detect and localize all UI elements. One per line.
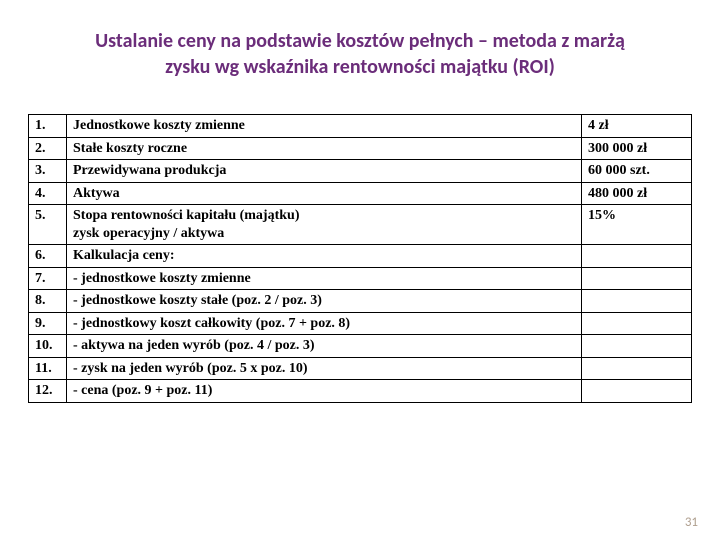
row-description: Przewidywana produkcja — [67, 160, 582, 183]
table-row: 12.- cena (poz. 9 + poz. 11) — [29, 380, 692, 403]
row-description: - zysk na jeden wyrób (poz. 5 x poz. 10) — [67, 357, 582, 380]
row-value — [582, 245, 692, 268]
row-number: 2. — [29, 137, 67, 160]
row-number: 11. — [29, 357, 67, 380]
table-row: 2.Stałe koszty roczne300 000 zł — [29, 137, 692, 160]
table-row: 8.- jednostkowe koszty stałe (poz. 2 / p… — [29, 290, 692, 313]
table-row: 1.Jednostkowe koszty zmienne 4 zł — [29, 115, 692, 138]
row-value: 480 000 zł — [582, 182, 692, 205]
row-value — [582, 357, 692, 380]
table-row: 6.Kalkulacja ceny: — [29, 245, 692, 268]
table-row: 4.Aktywa480 000 zł — [29, 182, 692, 205]
table-row: 11.- zysk na jeden wyrób (poz. 5 x poz. … — [29, 357, 692, 380]
row-number: 6. — [29, 245, 67, 268]
row-description: - jednostkowy koszt całkowity (poz. 7 + … — [67, 312, 582, 335]
table-row: 3.Przewidywana produkcja60 000 szt. — [29, 160, 692, 183]
table-row: 7.- jednostkowe koszty zmienne — [29, 267, 692, 290]
row-description: Aktywa — [67, 182, 582, 205]
row-number: 8. — [29, 290, 67, 313]
table-row: 5.Stopa rentowności kapitału (majątku)zy… — [29, 205, 692, 245]
row-description: Stałe koszty roczne — [67, 137, 582, 160]
row-value: 60 000 szt. — [582, 160, 692, 183]
row-number: 5. — [29, 205, 67, 245]
title-line2: zysku wg wskaźnika rentowności majątku (… — [165, 55, 555, 79]
row-description: - aktywa na jeden wyrób (poz. 4 / poz. 3… — [67, 335, 582, 358]
row-number: 12. — [29, 380, 67, 403]
row-description: - cena (poz. 9 + poz. 11) — [67, 380, 582, 403]
row-description: Kalkulacja ceny: — [67, 245, 582, 268]
row-number: 10. — [29, 335, 67, 358]
row-value — [582, 380, 692, 403]
table-container: 1.Jednostkowe koszty zmienne 4 zł2.Stałe… — [0, 90, 720, 403]
row-value: 4 zł — [582, 115, 692, 138]
row-number: 3. — [29, 160, 67, 183]
title-line1: Ustalanie ceny na podstawie kosztów pełn… — [95, 29, 625, 53]
cost-table: 1.Jednostkowe koszty zmienne 4 zł2.Stałe… — [28, 114, 692, 403]
row-number: 9. — [29, 312, 67, 335]
table-row: 10.- aktywa na jeden wyrób (poz. 4 / poz… — [29, 335, 692, 358]
slide-title: Ustalanie ceny na podstawie kosztów pełn… — [0, 0, 720, 90]
row-value: 15% — [582, 205, 692, 245]
row-value — [582, 335, 692, 358]
row-number: 4. — [29, 182, 67, 205]
row-number: 7. — [29, 267, 67, 290]
row-description: Jednostkowe koszty zmienne — [67, 115, 582, 138]
row-description: - jednostkowe koszty stałe (poz. 2 / poz… — [67, 290, 582, 313]
row-value — [582, 267, 692, 290]
row-description: Stopa rentowności kapitału (majątku)zysk… — [67, 205, 582, 245]
table-row: 9.- jednostkowy koszt całkowity (poz. 7 … — [29, 312, 692, 335]
row-value: 300 000 zł — [582, 137, 692, 160]
page-number: 31 — [685, 515, 698, 530]
row-description: - jednostkowe koszty zmienne — [67, 267, 582, 290]
row-value — [582, 290, 692, 313]
row-number: 1. — [29, 115, 67, 138]
row-value — [582, 312, 692, 335]
